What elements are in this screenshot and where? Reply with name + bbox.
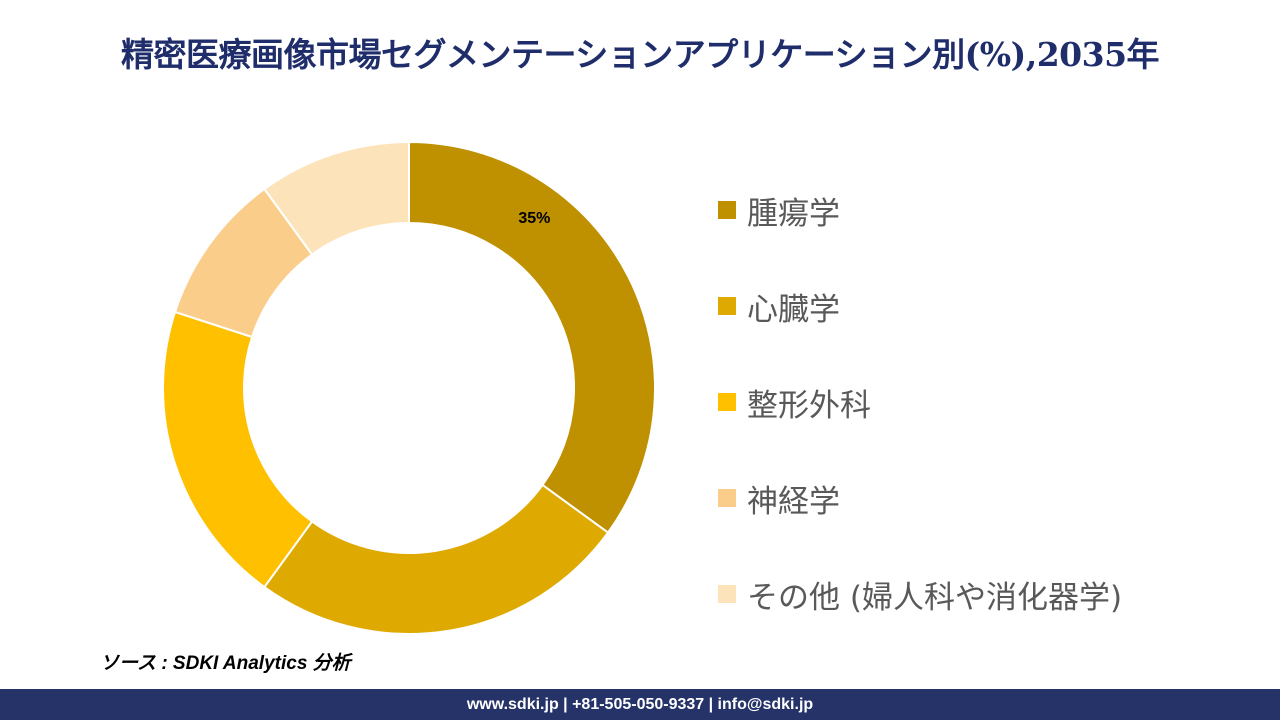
donut-slice-4	[263, 140, 410, 256]
source-note: ソース : SDKI Analytics 分析	[100, 653, 351, 674]
data-label-0: 35%	[518, 210, 550, 227]
legend-swatch	[718, 393, 736, 411]
chart-title: 精密医療画像市場セグメンテーションアプリケーション別(%),2035年	[120, 35, 1160, 74]
legend-label: 神経学	[747, 483, 840, 520]
footer-contact: www.sdki.jp | +81-505-050-9337 | info@sd…	[0, 689, 1280, 720]
donut-slice-2	[162, 310, 314, 589]
legend-label: 整形外科	[747, 387, 871, 424]
legend-label: 腫瘍学	[747, 195, 840, 232]
donut-slice-1	[263, 483, 610, 635]
legend-swatch	[718, 489, 736, 507]
legend-item-cardiology: 心臓学	[718, 258, 1122, 354]
legend-swatch	[718, 297, 736, 315]
legend: 腫瘍学 心臓学 整形外科 神経学 その他 (婦人科や消化器学)	[718, 162, 1122, 642]
legend-item-oncology: 腫瘍学	[718, 162, 1122, 258]
legend-item-orthopedics: 整形外科	[718, 354, 1122, 450]
legend-swatch	[718, 201, 736, 219]
legend-swatch	[718, 585, 736, 603]
legend-label: 心臓学	[747, 291, 840, 328]
legend-item-others: その他 (婦人科や消化器学)	[718, 546, 1122, 642]
legend-label: その他 (婦人科や消化器学)	[747, 579, 1123, 616]
donut-slice-0	[408, 140, 656, 534]
legend-item-neurology: 神経学	[718, 450, 1122, 546]
